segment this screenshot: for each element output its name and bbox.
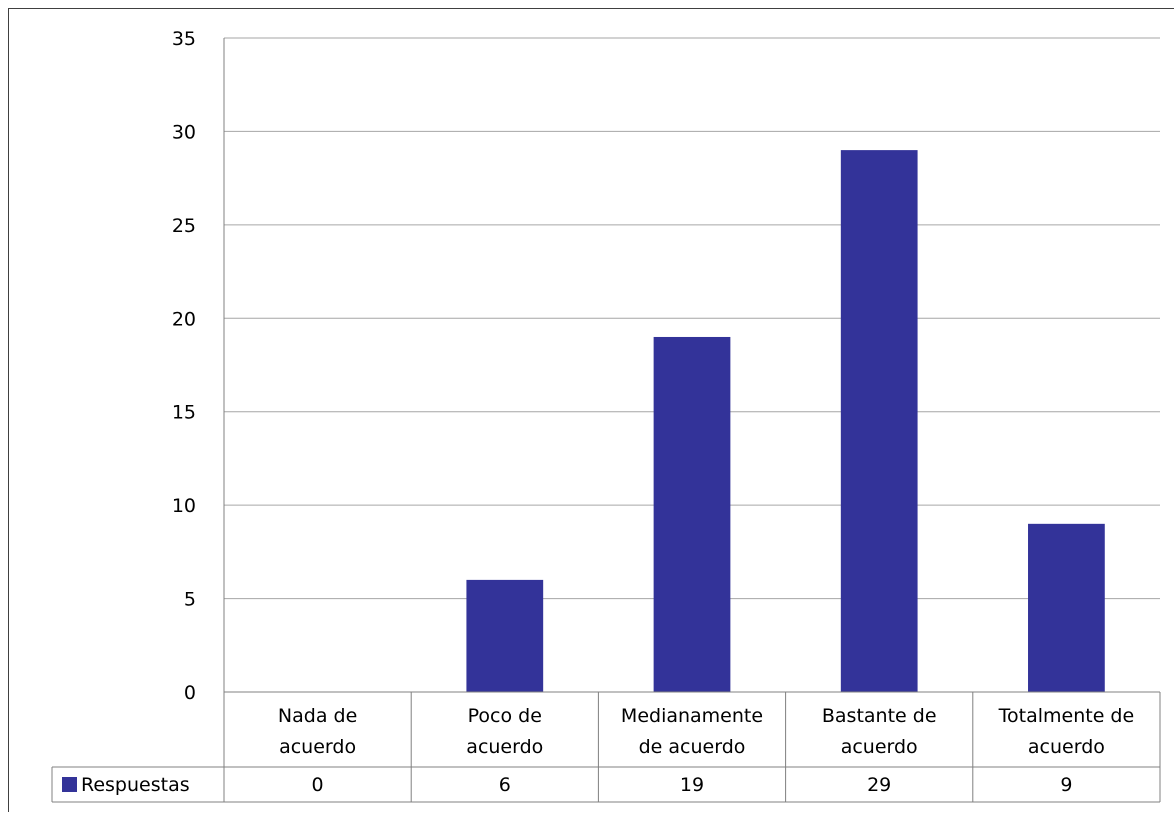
data-label: 29 [867, 774, 891, 796]
category-label: Medianamente [621, 705, 763, 727]
data-label: 6 [499, 774, 511, 796]
bar [653, 336, 731, 692]
y-tick-label: 0 [184, 682, 196, 704]
chart-frame [8, 8, 1174, 812]
y-tick-label: 25 [172, 215, 196, 237]
category-label: acuerdo [1028, 736, 1105, 758]
bar [1028, 523, 1105, 692]
category-label: Totalmente de [998, 705, 1135, 727]
category-label: de acuerdo [639, 736, 746, 758]
y-tick-label: 15 [172, 402, 196, 424]
category-label: acuerdo [279, 736, 356, 758]
y-tick-label: 30 [172, 121, 196, 143]
data-label: 19 [680, 774, 704, 796]
bar [466, 579, 544, 692]
legend-key [62, 777, 77, 792]
category-label: Bastante de [822, 705, 937, 727]
data-label: 0 [312, 774, 324, 796]
data-label: 9 [1060, 774, 1072, 796]
y-tick-label: 5 [184, 589, 196, 611]
y-tick-label: 35 [172, 28, 196, 50]
bar [840, 150, 918, 693]
category-label: acuerdo [466, 736, 543, 758]
legend-label: Respuestas [81, 774, 190, 796]
category-label: Poco de [468, 705, 542, 727]
y-tick-label: 20 [172, 308, 196, 330]
y-tick-label: 10 [172, 495, 196, 517]
category-label: Nada de [278, 705, 357, 727]
category-label: acuerdo [841, 736, 918, 758]
